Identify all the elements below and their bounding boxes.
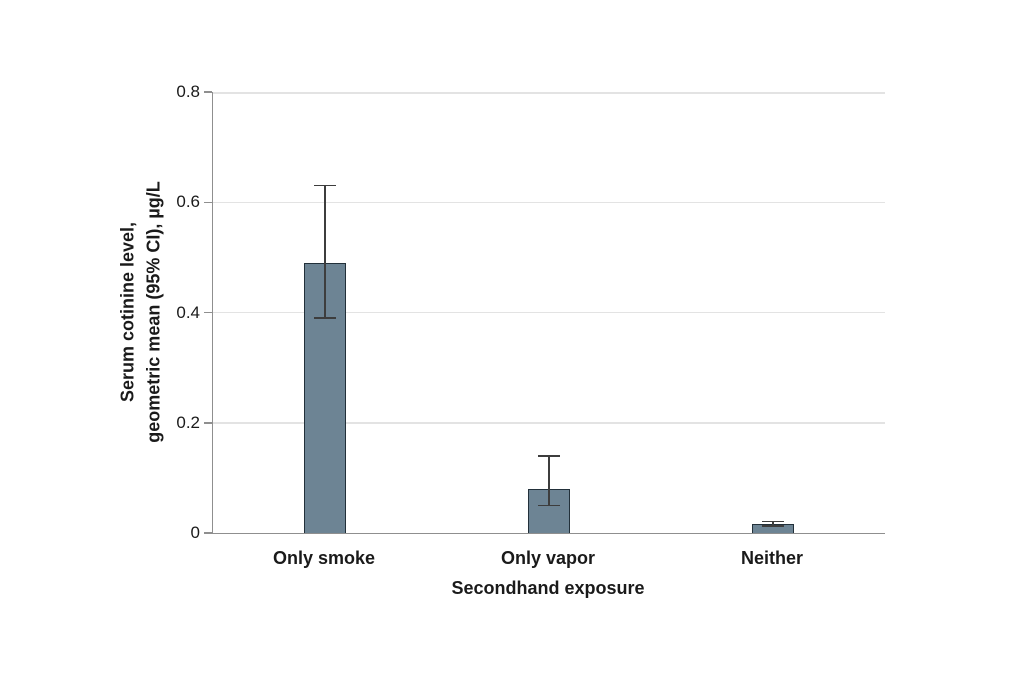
gridline-y-0.2 [213, 422, 885, 424]
gridline-y-0.8 [213, 92, 885, 94]
error-bar-cap-top-3 [762, 520, 784, 523]
plot-area [212, 92, 885, 534]
y-tick-mark-0 [204, 532, 212, 534]
category-label-only-vapor: Only vapor [500, 548, 596, 568]
y-tick-mark-0.4 [204, 311, 212, 314]
x-axis-title: Secondhand exposure [451, 578, 645, 598]
y-tick-label-0.8: 0.8 [176, 82, 200, 101]
error-bar-cap-bottom-1 [314, 317, 336, 319]
error-bar-cap-bottom-3 [762, 525, 784, 527]
gridline-y-0.6 [213, 201, 885, 203]
y-tick-mark-0.8 [204, 91, 212, 93]
category-label-only-smoke: Only smoke [272, 548, 376, 568]
error-bar-cap-top-1 [314, 184, 336, 187]
gridline-y-0.4 [213, 311, 885, 314]
y-tick-mark-0.6 [204, 201, 212, 203]
y-tick-label-0: 0 [190, 523, 200, 542]
error-bar-line-1 [324, 185, 326, 318]
y-axis-title-line1: Serum cotinine level, [117, 221, 138, 403]
error-bar-cap-top-2 [538, 455, 560, 457]
y-tick-label-0.6: 0.6 [176, 192, 200, 212]
bar-only-vapor [528, 488, 570, 533]
y-tick-mark-0.2 [204, 422, 212, 424]
error-bar-line-3 [772, 521, 774, 526]
category-label-neither: Neither [740, 548, 803, 568]
error-bar-line-2 [548, 455, 550, 506]
error-bar-cap-bottom-2 [538, 504, 560, 507]
y-tick-label-0.4: 0.4 [176, 302, 200, 322]
y-tick-label-0.2: 0.2 [176, 412, 200, 432]
